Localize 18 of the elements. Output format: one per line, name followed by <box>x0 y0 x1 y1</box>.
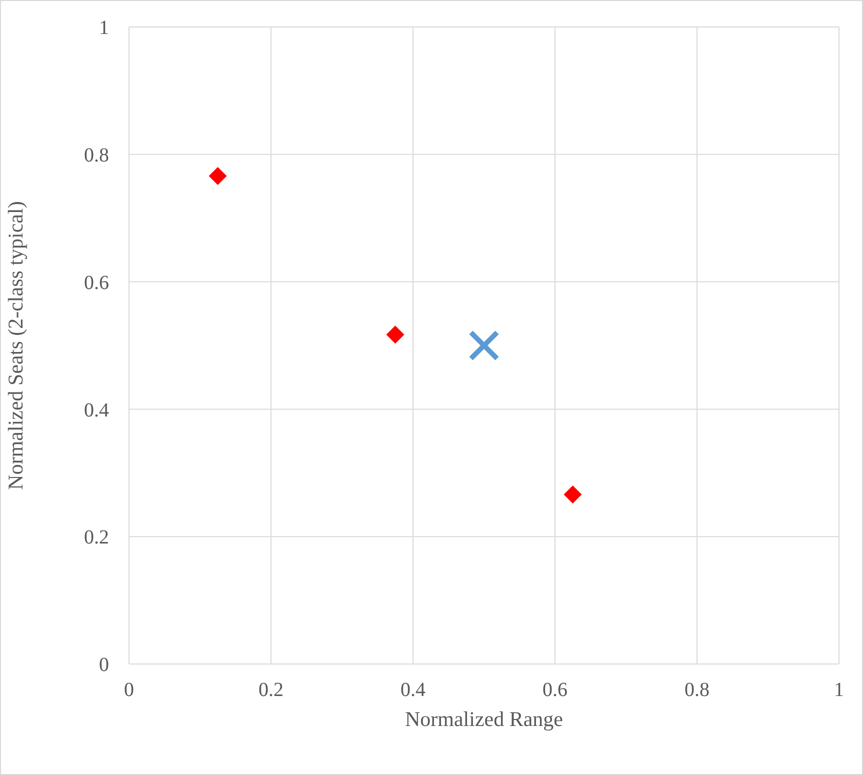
y-tick-label: 1 <box>99 17 109 40</box>
x-tick-label: 0.6 <box>542 679 568 702</box>
x-tick-label: 0 <box>124 679 134 702</box>
y-tick-label: 0.6 <box>84 272 109 294</box>
y-axis-title: Normalized Seats (2-class typical) <box>3 201 28 490</box>
y-tick-label: 0.8 <box>84 144 109 166</box>
x-tick-label: 0.4 <box>400 679 426 702</box>
x-tick-label: 0.8 <box>684 679 710 702</box>
point <box>208 167 227 186</box>
x-tick-label: 0.2 <box>258 679 284 702</box>
x-axis-title: Normalized Range <box>404 707 564 731</box>
x-tick-label: 1 <box>834 679 844 702</box>
y-tick-label: 0 <box>99 654 109 676</box>
point <box>468 330 500 361</box>
point <box>386 326 404 344</box>
y-tick-label: 0.2 <box>84 526 109 549</box>
point <box>564 486 582 504</box>
y-tick-label: 0.4 <box>84 399 109 422</box>
